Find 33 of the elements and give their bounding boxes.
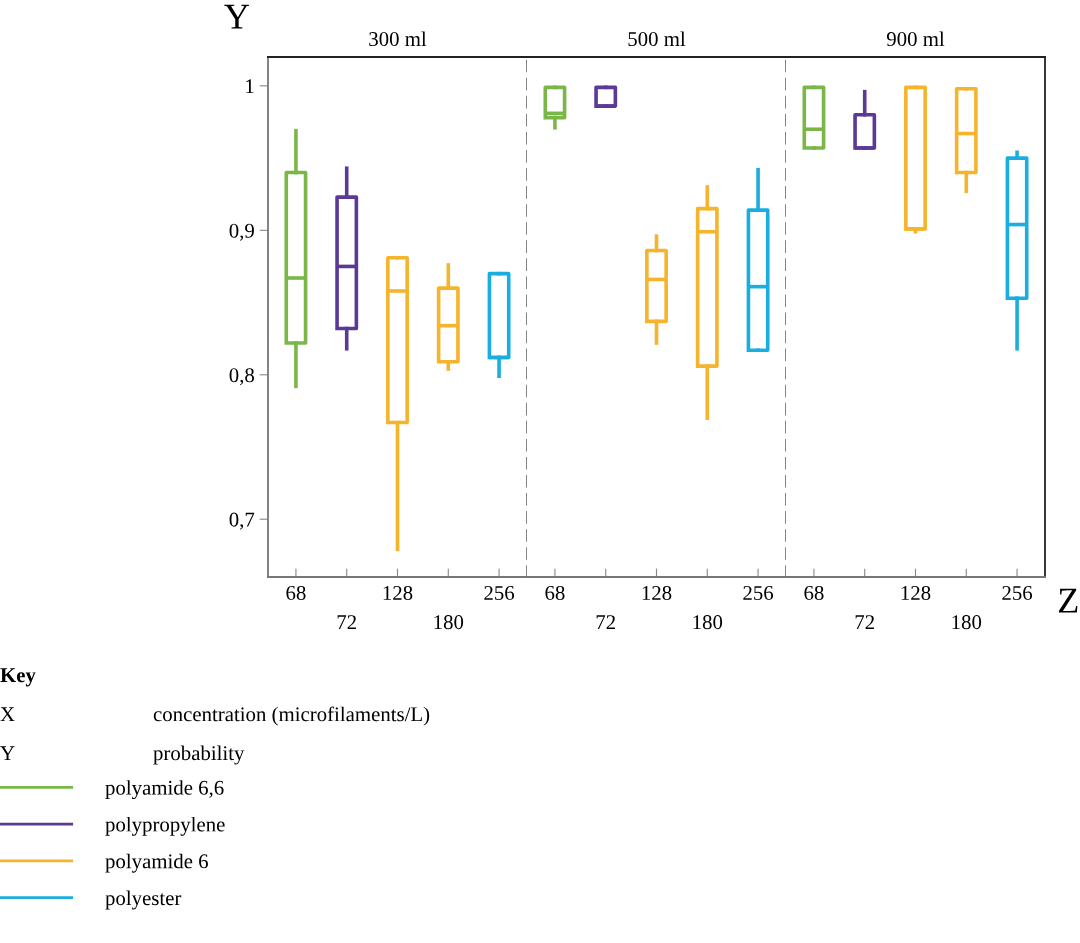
text: probability [153, 745, 245, 765]
x-tick-label: 256 [743, 585, 774, 600]
x-tick-label: 128 [383, 585, 413, 600]
chart-title: 900 ml [886, 31, 945, 47]
x-tick-label: 72 [855, 615, 874, 629]
x-tick-label: 256 [1002, 585, 1033, 600]
x-tick-label: 72 [596, 615, 615, 629]
y-tick-label: 0,7 [229, 512, 255, 530]
x-tick-label: 72 [337, 615, 356, 629]
legend-label: polyamide 6,6 [105, 780, 224, 800]
text: Y [0, 746, 15, 761]
x-tick-label: 128 [901, 585, 931, 600]
chart-title: 300 ml [369, 31, 427, 47]
x-tick-label: 68 [286, 585, 306, 600]
x-tick-label: 128 [642, 585, 672, 600]
x-tick-label: 68 [545, 585, 565, 600]
chart-title: 500 ml [628, 31, 686, 47]
text: Key [0, 668, 36, 687]
x-tick-label: 180 [434, 615, 464, 630]
y-tick-label: 1 [246, 79, 254, 94]
text: X [0, 707, 15, 722]
y-tick-label: 0,9 [229, 223, 254, 241]
y-axis-title: Y [224, 4, 250, 29]
x-tick-label: 256 [484, 585, 515, 600]
x-axis-title: Z [1059, 588, 1078, 613]
legend-label: polyamide 6 [105, 853, 208, 873]
x-tick-label: 180 [952, 615, 982, 630]
x-tick-label: 68 [804, 585, 824, 600]
x-tick-label: 180 [693, 615, 723, 630]
legend-label: polyester [105, 890, 182, 910]
text: concentration (microfilaments/L) [153, 706, 430, 726]
legend-label: polypropylene [105, 816, 225, 836]
y-tick-label: 0,8 [229, 368, 255, 386]
